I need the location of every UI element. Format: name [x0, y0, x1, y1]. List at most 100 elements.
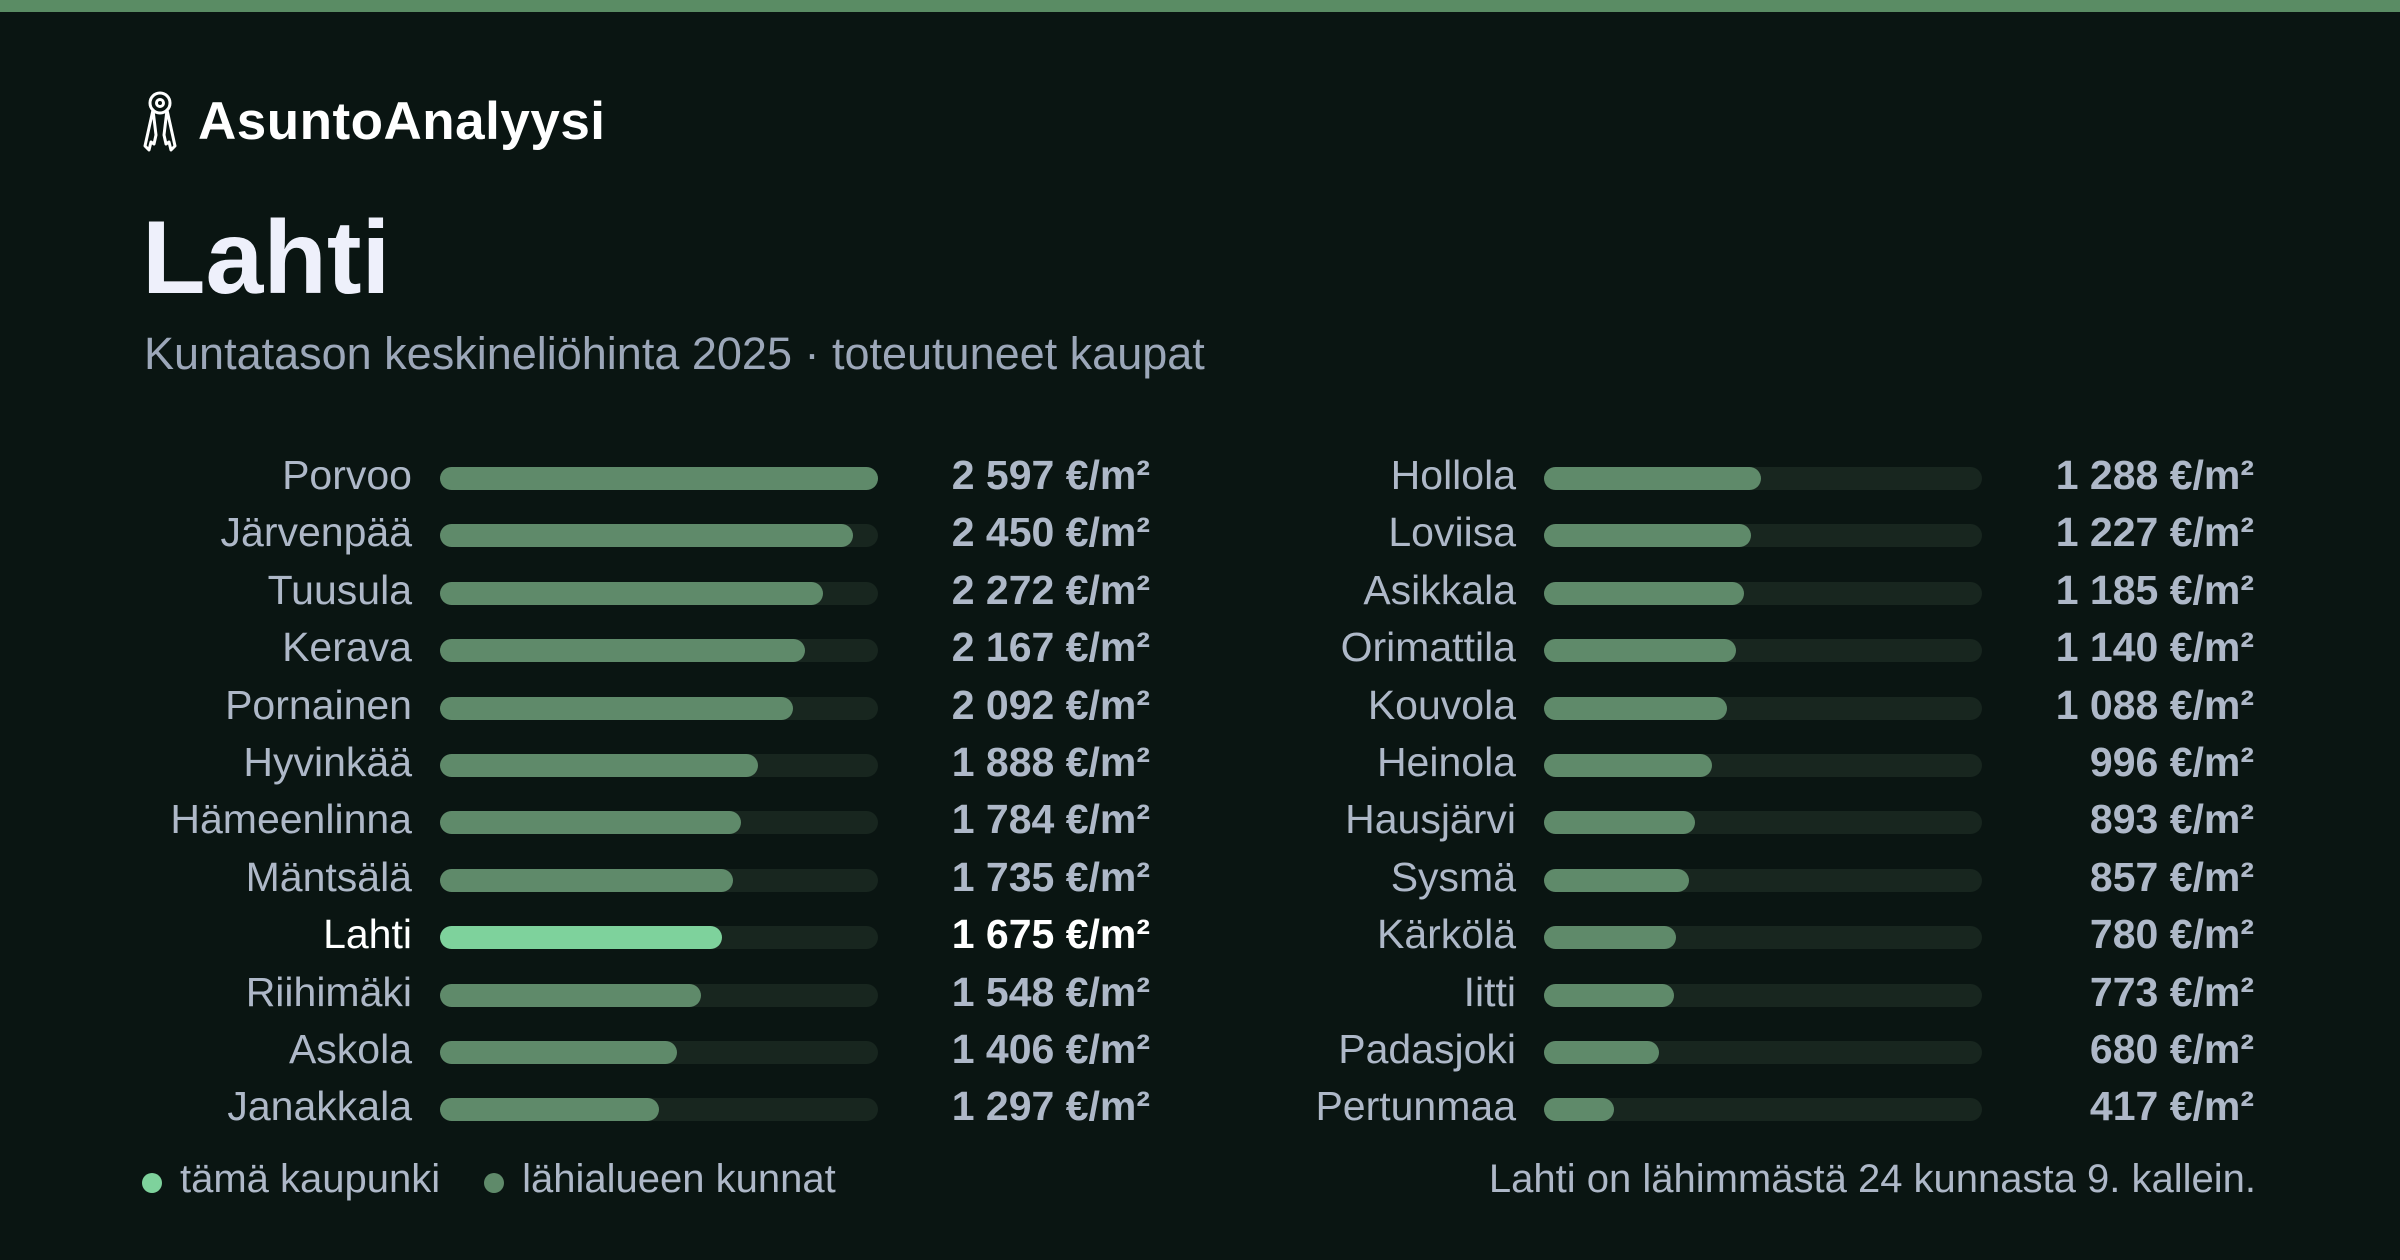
bar-highlight: [440, 926, 723, 950]
bar: [1544, 639, 1737, 663]
category-label: Mäntsälä: [245, 853, 412, 900]
bar-row: Hausjärvi 893 €/m²: [1254, 791, 2254, 848]
bar-row: Heinola 996 €/m²: [1254, 734, 2254, 791]
bar-row: Hyvinkää 1 888 €/m²: [150, 734, 1150, 791]
category-label: Orimattila: [1340, 624, 1516, 671]
bar: [1544, 1098, 1615, 1122]
value-label: 2 450 €/m²: [951, 509, 1150, 556]
bar: [1544, 524, 1751, 548]
bar-track: [1544, 754, 1982, 777]
bar-track: [440, 868, 878, 892]
value-label: 417 €/m²: [2089, 1083, 2254, 1130]
bar-row: Kärkölä 780 €/m²: [1254, 906, 2254, 963]
bar: [440, 811, 741, 835]
bar-row: Porvoo 2 597 €/m²: [150, 447, 1150, 504]
bar-row: Kerava 2 167 €/m²: [150, 619, 1150, 676]
bar-row: Pertunmaa 417 €/m²: [1254, 1078, 2254, 1135]
legend-label-nearby: lähialueen kunnat: [522, 1156, 836, 1201]
category-label: Kärkölä: [1376, 911, 1516, 958]
bar-row: Askola 1 406 €/m²: [150, 1021, 1150, 1078]
category-label: Porvoo: [282, 452, 412, 498]
bar: [440, 983, 702, 1007]
value-label: 893 €/m²: [2089, 796, 2254, 843]
bar: [440, 639, 806, 663]
bar-track: [440, 581, 878, 605]
brand: AsuntoAnalyysi: [140, 88, 606, 154]
bar: [1544, 868, 1689, 892]
bar-track: [1544, 696, 1982, 720]
bar-track: [1544, 467, 1982, 490]
bar-row: Orimattila 1 140 €/m²: [1254, 619, 2254, 676]
bar-row: Pornainen 2 092 €/m²: [150, 677, 1150, 734]
bar: [1544, 926, 1676, 950]
bar-row: Iitti 773 €/m²: [1254, 964, 2254, 1021]
value-label: 1 406 €/m²: [951, 1026, 1150, 1072]
category-label: Asikkala: [1363, 566, 1516, 613]
bar-track: [1544, 639, 1982, 663]
bar-row: Asikkala 1 185 €/m²: [1254, 562, 2254, 619]
category-label: Tuusula: [267, 566, 412, 613]
ranking-footnote: Lahti on lähimmästä 24 kunnasta 9. kalle…: [1488, 1157, 2256, 1201]
value-label: 1 784 €/m²: [951, 796, 1150, 843]
bar-row: Kouvola 1 088 €/m²: [1254, 677, 2254, 734]
bar-track: [1544, 926, 1982, 950]
bar: [440, 581, 824, 605]
legend-item-nearby: lähialueen kunnat: [484, 1157, 836, 1202]
value-label: 1 227 €/m²: [2055, 509, 2254, 556]
bar-track: [440, 1041, 878, 1064]
chart-subtitle: Kuntatason keskineliöhinta 2025 · toteut…: [144, 328, 1205, 379]
bar: [1544, 581, 1744, 605]
bar-track: [440, 696, 878, 720]
bar-track: [1544, 1098, 1982, 1122]
value-label: 1 140 €/m²: [2055, 624, 2254, 671]
bar-track: [440, 754, 878, 777]
bar-row: Sysmä 857 €/m²: [1254, 849, 2254, 906]
value-label: 780 €/m²: [2089, 911, 2254, 958]
brand-name: AsuntoAnalyysi: [198, 91, 606, 151]
category-label: Askola: [288, 1026, 412, 1072]
value-label: 1 185 €/m²: [2055, 566, 2254, 613]
bar: [440, 524, 854, 548]
page-title: Lahti: [142, 200, 391, 316]
bar: [440, 467, 878, 490]
bar-track: [440, 639, 878, 663]
bar-row: Padasjoki 680 €/m²: [1254, 1021, 2254, 1078]
bar-track: [1544, 524, 1982, 548]
legend-label-this-city: tämä kaupunki: [180, 1156, 441, 1201]
value-label: 2 167 €/m²: [951, 624, 1150, 671]
bar-track: [440, 524, 878, 548]
category-label: Järvenpää: [220, 509, 412, 556]
value-label: 1 297 €/m²: [951, 1083, 1150, 1130]
bar-row: Lahti 1 675 €/m²: [150, 906, 1150, 963]
bar-row: Hämeenlinna 1 784 €/m²: [150, 791, 1150, 848]
category-label: Hausjärvi: [1345, 796, 1516, 843]
bar-track: [1544, 868, 1982, 892]
category-label: Lahti: [323, 911, 412, 958]
bar: [1544, 983, 1675, 1007]
bar: [1544, 754, 1712, 777]
bar-track: [1544, 983, 1982, 1007]
legend: tämä kaupunki lähialueen kunnat: [142, 1150, 880, 1208]
bar-row: Järvenpää 2 450 €/m²: [150, 504, 1150, 561]
category-label: Kouvola: [1367, 681, 1516, 728]
category-label: Hämeenlinna: [170, 796, 412, 843]
bar-track: [1544, 1041, 1982, 1064]
category-label: Hollola: [1390, 452, 1516, 498]
bar: [440, 1098, 659, 1122]
category-label: Kerava: [282, 624, 412, 671]
bar-row: Loviisa 1 227 €/m²: [1254, 504, 2254, 561]
bar-track: [440, 467, 878, 490]
value-label: 996 €/m²: [2089, 739, 2254, 785]
legend-dot-nearby: [484, 1173, 505, 1193]
top-accent-bar: [0, 0, 2400, 12]
bar: [440, 754, 759, 777]
bar-row: Mäntsälä 1 735 €/m²: [150, 849, 1150, 906]
bar: [440, 696, 793, 720]
category-label: Riihimäki: [245, 968, 412, 1015]
value-label: 857 €/m²: [2089, 853, 2254, 900]
category-label: Pertunmaa: [1315, 1083, 1516, 1130]
value-label: 680 €/m²: [2089, 1026, 2254, 1072]
value-label: 773 €/m²: [2089, 968, 2254, 1015]
value-label: 2 092 €/m²: [951, 681, 1150, 728]
category-label: Sysmä: [1390, 853, 1516, 900]
